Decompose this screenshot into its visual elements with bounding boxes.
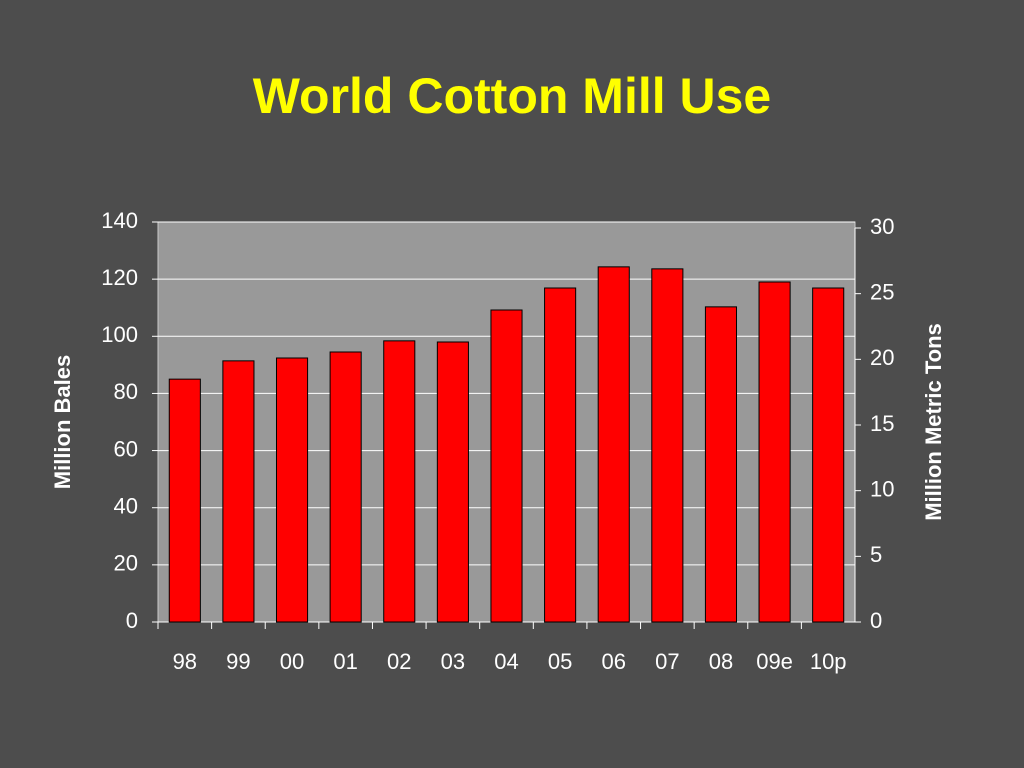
y2-tick-label: 25 [870,279,894,304]
x-tick-label: 02 [387,649,411,674]
x-tick-label: 00 [280,649,304,674]
x-tick-label: 98 [173,649,197,674]
bar [329,351,362,623]
bar [597,266,630,623]
y-tick-label: 60 [114,436,138,461]
y-axis-label: Million Bales [50,355,75,489]
y-tick-label: 20 [114,551,138,576]
x-tick-label: 09e [756,649,793,674]
bar [490,309,523,623]
bar [758,281,791,623]
bar [544,287,577,623]
bar [812,287,845,623]
bar [383,340,416,623]
y-tick-label: 0 [126,608,138,633]
y-tick-label: 120 [101,265,138,290]
y2-tick-label: 30 [870,214,894,239]
y2-axis-label: Million Metric Tons [921,323,946,521]
x-tick-label: 99 [226,649,250,674]
y-tick-label: 140 [101,208,138,233]
y-tick-label: 80 [114,379,138,404]
x-tick-label: 07 [655,649,679,674]
y2-tick-label: 0 [870,608,882,633]
y2-tick-label: 5 [870,542,882,567]
chart-title: World Cotton Mill Use [253,68,771,124]
x-tick-label: 03 [441,649,465,674]
x-tick-label: 10p [810,649,847,674]
y-tick-label: 100 [101,322,138,347]
bar [436,341,469,623]
x-tick-label: 01 [333,649,357,674]
bar [222,360,255,623]
bar [651,268,684,623]
x-tick-label: 06 [601,649,625,674]
x-tick-label: 04 [494,649,518,674]
y2-tick-label: 15 [870,411,894,436]
x-tick-label: 05 [548,649,572,674]
y2-tick-label: 10 [870,476,894,501]
y-tick-label: 40 [114,494,138,519]
x-tick-label: 08 [709,649,733,674]
y2-tick-label: 20 [870,345,894,370]
bar [168,378,201,623]
bar [704,306,738,623]
bar [275,357,309,623]
